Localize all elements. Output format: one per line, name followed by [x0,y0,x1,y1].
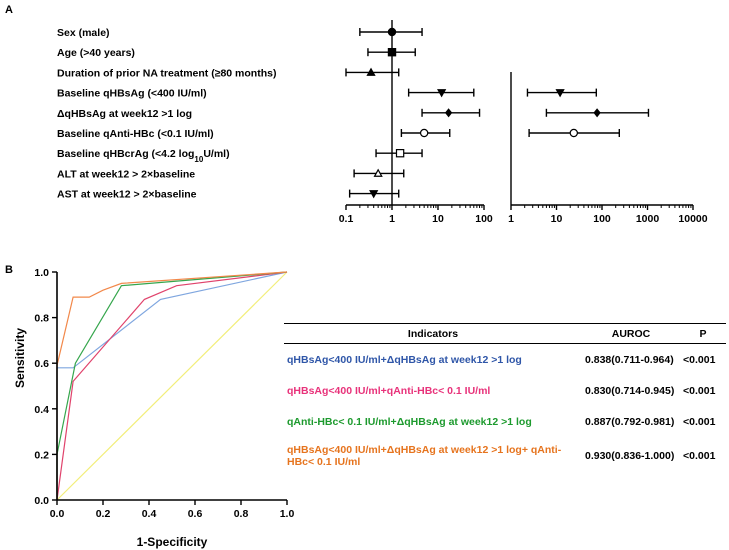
table-row: qHBsAg<400 IU/ml+qAnti-HBc< 0.1 IU/ml 0.… [284,375,726,406]
header-auroc: AUROC [582,323,680,344]
x-tick-label: 1000 [636,213,660,225]
row-label: Baseline qHBsAg (<400 IU/ml) [57,88,207,100]
row-label-subscript: 10 [194,155,203,164]
indicator-cell: qAnti-HBc< 0.1 IU/ml+ΔqHBsAg at week12 >… [287,415,532,428]
forest-left-panel: 0.1 1 10 100 [339,20,493,225]
marker-triangle-down-filled [369,190,379,199]
table-header-row: Indicators AUROC P [284,323,726,344]
row-label-part: U/ml) [203,148,229,160]
panel-label-a: A [5,4,13,16]
y-tick-label: 0.0 [34,495,49,507]
x-tick-label: 0.6 [188,508,203,520]
y-tick-label: 0.2 [34,449,49,461]
auroc-cell: 0.930(0.836-1.000) [585,450,675,462]
auroc-cell: 0.830(0.714-0.945) [585,384,675,397]
y-tick-label: 0.6 [34,358,49,370]
forest-right-panel: 1 10 100 1000 10000 [508,72,708,225]
header-p: P [680,323,726,344]
p-value-cell: <0.001 [683,353,716,366]
indicator-cell: qHBsAg<400 IU/ml+ΔqHBsAg at week12 >1 lo… [287,353,522,366]
x-tick-label: 10000 [678,213,707,225]
y-tick-label: 0.8 [34,313,49,325]
auroc-cell: 0.838(0.711-0.964) [585,353,674,366]
x-tick-label: 1.0 [280,508,295,520]
marker-triangle-down-filled [555,89,565,98]
marker-circle-open [569,128,578,138]
row-label: AST at week12 > 2×baseline [57,189,197,201]
x-tick-label: 100 [475,213,493,225]
panel-label-b: B [5,264,13,276]
row-label: Duration of prior NA treatment (≥80 mont… [57,67,276,79]
indicator-cell: qHBsAg<400 IU/ml+ΔqHBsAg at week12 >1 lo… [287,444,562,468]
x-tick-label: 10 [432,213,444,225]
marker-diamond-filled [593,108,601,118]
row-label: Baseline qHBcrAg (<4.2 log10U/ml) [57,148,230,164]
forest-plot: Sex (male) Age (>40 years) Duration of pri… [57,20,708,225]
roc-curve [56,271,288,501]
x-tick-label: 100 [593,213,611,225]
x-tick-label: 0.8 [234,508,249,520]
y-tick-label: 0.4 [34,404,49,416]
marker-diamond-filled [444,108,453,118]
marker-triangle-up-filled [366,67,376,76]
row-label: ALT at week12 > 2×baseline [57,168,195,180]
roc-plot: Sensitivity 1-Specificity 0.0 0.2 0.4 0.6 0.… [13,267,294,549]
table-row: qAnti-HBc< 0.1 IU/ml+ΔqHBsAg at week12 >… [284,406,726,437]
marker-triangle-up-open [373,168,383,177]
row-label: Age (>40 years) [57,47,135,59]
marker-triangle-down-filled [437,89,447,98]
table-row: qHBsAg<400 IU/ml+ΔqHBsAg at week12 >1 lo… [284,437,726,475]
auroc-table: Indicators AUROC P qHBsAg<400 IU/ml+ΔqHB… [284,323,726,475]
roc-x-axis-title: 1-Specificity [137,535,208,549]
y-tick-label: 1.0 [34,267,49,279]
row-label-part: Baseline qHBcrAg (<4.2 log [57,148,194,160]
x-tick-label: 0.2 [96,508,111,520]
x-tick-label: 0.4 [142,508,157,520]
reference-diagonal [56,271,288,501]
table-row: qHBsAg<400 IU/ml+ΔqHBsAg at week12 >1 lo… [284,344,726,376]
row-label: Sex (male) [57,27,110,39]
x-tick-label: 1 [508,213,514,225]
x-tick-label: 0.0 [50,508,65,520]
p-value-cell: <0.001 [683,450,716,462]
roc-y-axis-title: Sensitivity [13,328,27,388]
p-value-cell: <0.001 [683,384,716,397]
x-tick-label: 0.1 [339,213,354,225]
auroc-cell: 0.887(0.792-0.981) [585,415,675,428]
row-label: ΔqHBsAg at week12 >1 log [57,108,192,120]
x-tick-label: 1 [389,213,395,225]
indicator-cell: qHBsAg<400 IU/ml+qAnti-HBc< 0.1 IU/ml [287,384,491,397]
marker-square-open [395,149,405,158]
marker-circle-open [419,128,429,138]
x-tick-label: 10 [551,213,563,225]
header-indicators: Indicators [284,323,582,344]
row-label: Baseline qAnti-HBc (<0.1 IU/ml) [57,128,214,140]
p-value-cell: <0.001 [683,415,716,428]
forest-row-labels: Sex (male) Age (>40 years) Duration of pri… [57,27,276,201]
